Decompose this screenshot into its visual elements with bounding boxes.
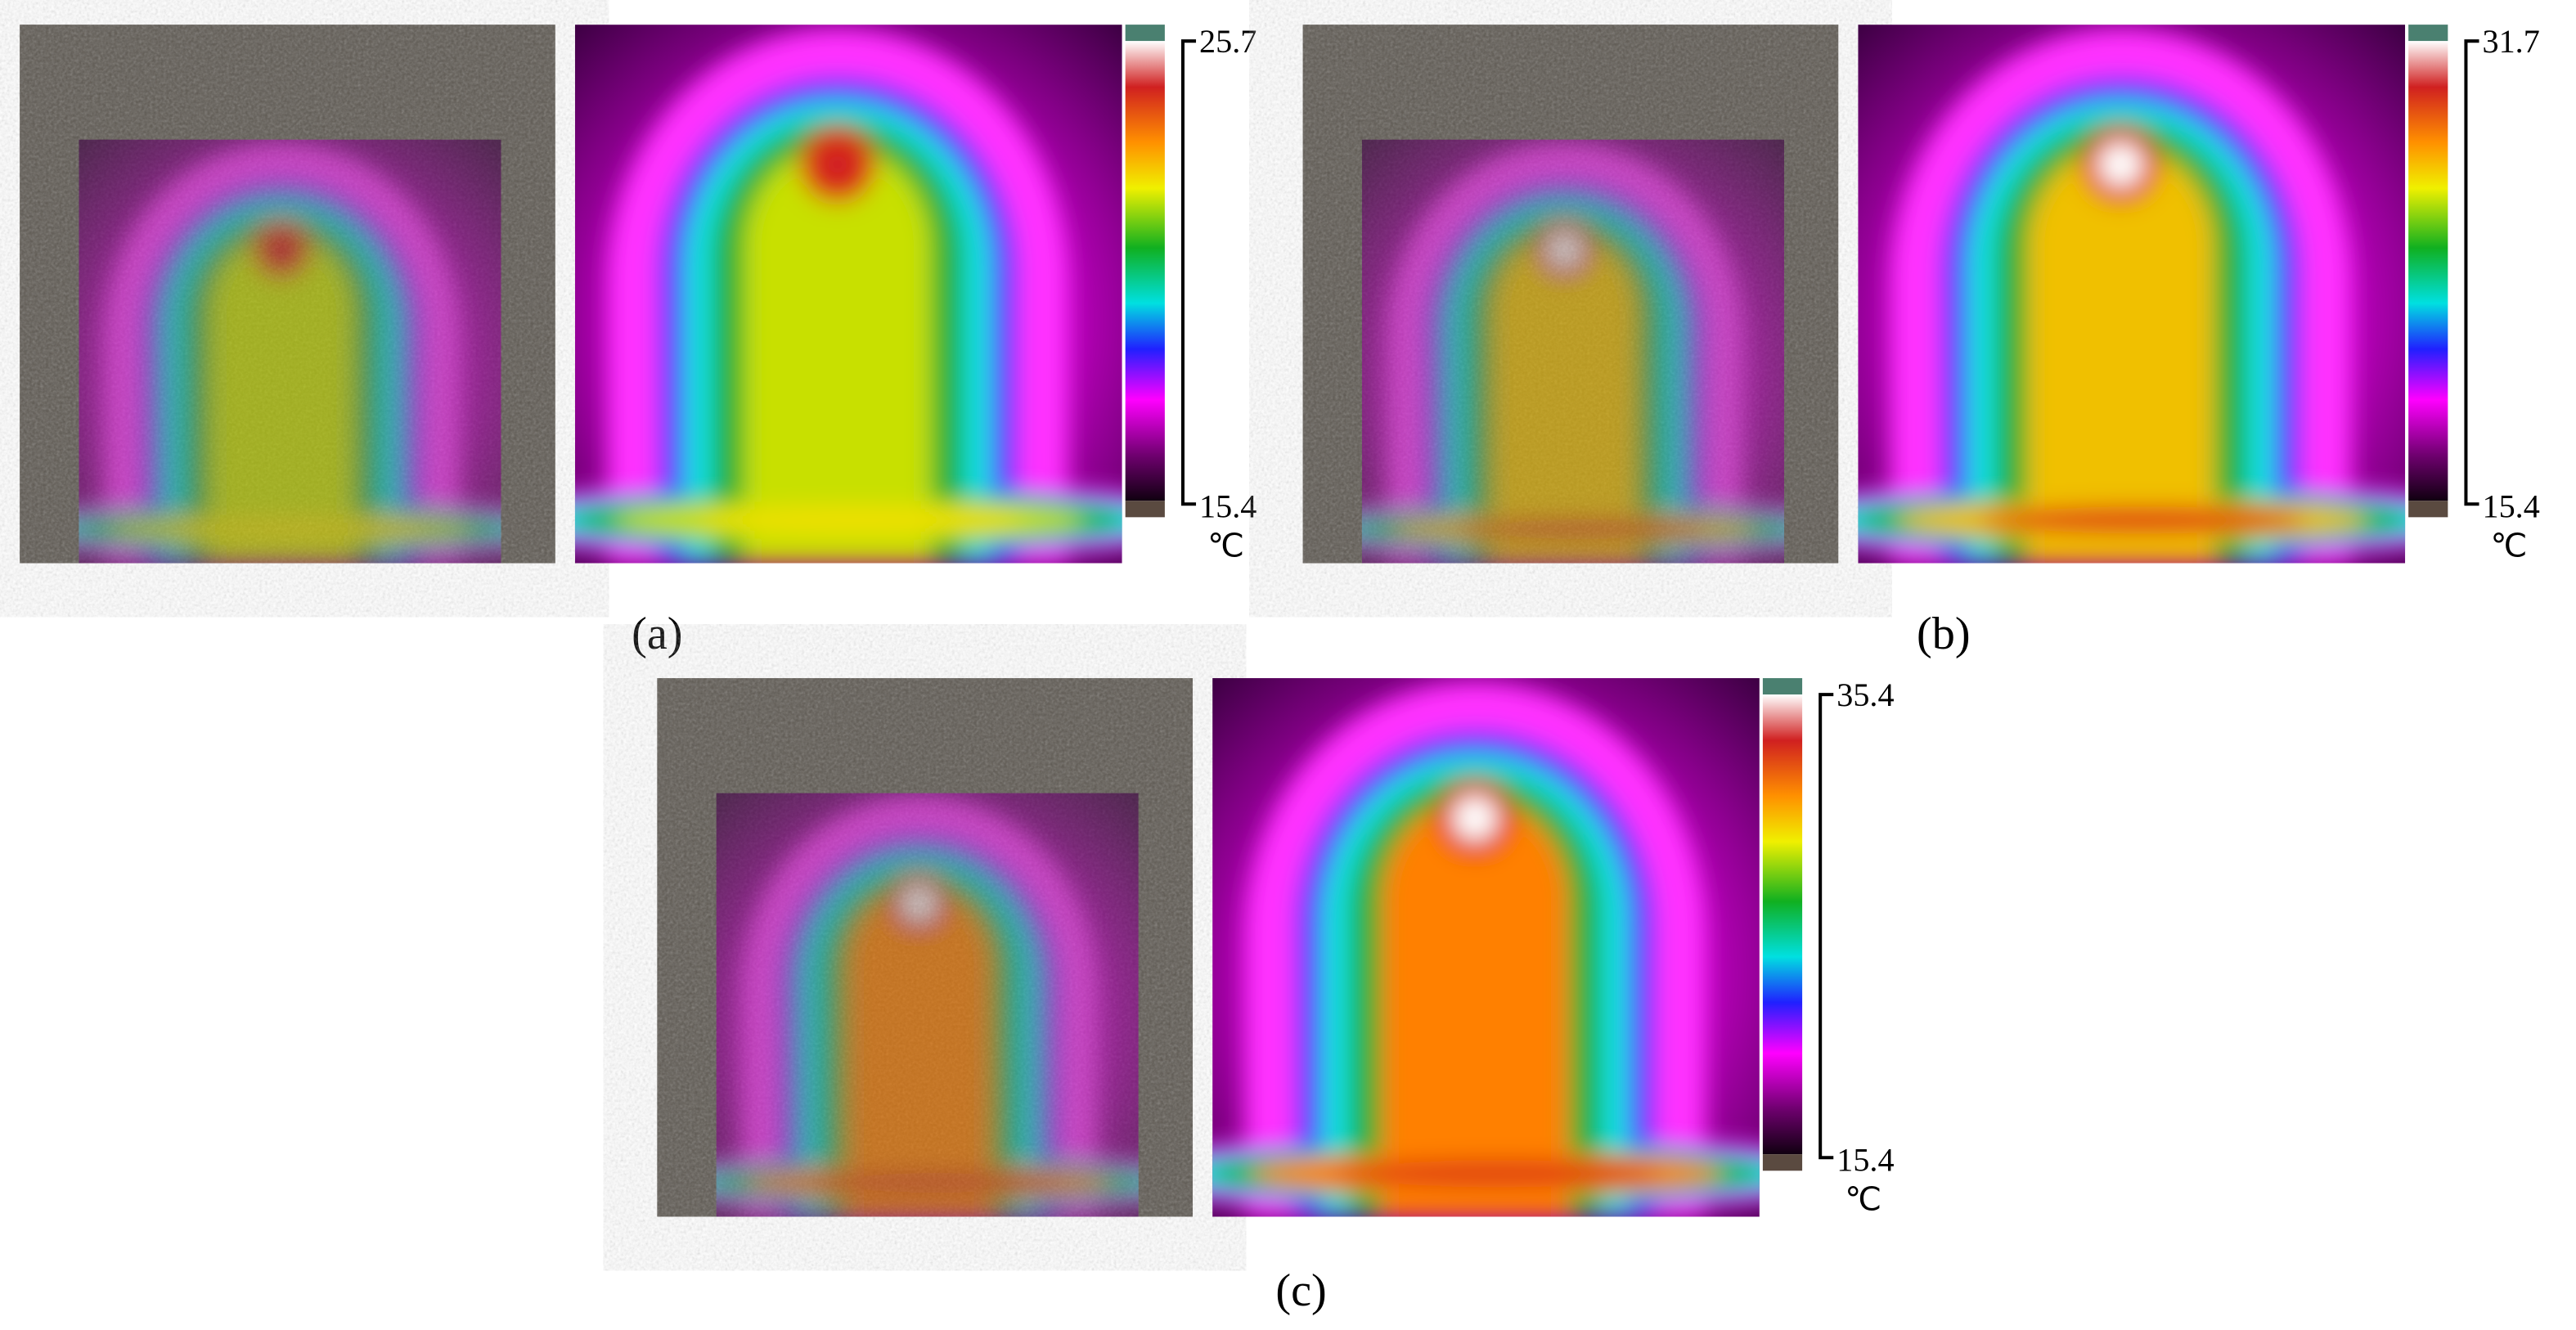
panel: 31.7 15.4 ℃ (b) [1302, 23, 2540, 659]
scale-max: 25.7 [1199, 23, 1257, 60]
panel-label: (b) [1917, 609, 1971, 659]
colorbar [1125, 41, 1165, 501]
isotherm [1382, 798, 1568, 1217]
hot-spot [1453, 796, 1497, 840]
colorbar-base [1762, 1154, 1803, 1171]
thermal-layers [1858, 29, 2406, 564]
thermal-image [1361, 139, 1785, 564]
panel: 35.4 15.4℃ (c) [657, 676, 1895, 1316]
thermal-image [716, 793, 1139, 1217]
hot-spot [264, 232, 299, 267]
thermal-image [1212, 678, 1760, 1217]
thermal-layers [1212, 681, 1760, 1217]
colorbar [1762, 694, 1803, 1155]
thermal-image [574, 25, 1122, 564]
colorbar-base [1125, 501, 1165, 518]
isotherm [2027, 144, 2214, 564]
hot-spot [1547, 232, 1582, 267]
scale-max: 35.4 [1836, 676, 1894, 713]
scale-min: 15.4 [2483, 488, 2540, 524]
panel-label: (c) [1275, 1265, 1326, 1316]
isotherm [209, 234, 353, 564]
thermal-layers [1361, 142, 1785, 564]
scale-min: 15.4 [1836, 1141, 1894, 1178]
base-hot [171, 519, 425, 541]
isotherm [847, 887, 991, 1217]
thermal-layers [716, 796, 1139, 1217]
base-hot [809, 1172, 1063, 1194]
scale-bracket [1818, 693, 1834, 1160]
thermal-image [1858, 25, 2406, 564]
colorbar-cap [2408, 25, 2448, 42]
colorbar [2408, 41, 2448, 501]
scale-unit: ℃ [1207, 528, 1244, 564]
scale-bracket [1180, 39, 1197, 506]
panel: 25.7 15.4 ℃ (a) [20, 23, 1257, 659]
thermal-layers [574, 29, 1122, 564]
scale-max: 31.7 [2483, 23, 2540, 60]
base-hot [1978, 506, 2307, 534]
base-hot [1454, 519, 1709, 541]
thermal-image [79, 139, 501, 564]
thermal-layers [79, 142, 501, 564]
isotherm [1492, 234, 1637, 564]
hot-spot [901, 886, 937, 920]
colorbar-base [2408, 501, 2448, 518]
base-hot [695, 506, 1024, 534]
scale-min: 15.4 [1199, 488, 1257, 524]
hot-spot [2098, 142, 2143, 187]
hot-spot [816, 142, 860, 187]
scale-bracket [2464, 39, 2479, 506]
scale-unit: ℃ [2491, 528, 2528, 564]
base-hot [1333, 1160, 1661, 1188]
colorbar-cap [1762, 678, 1803, 695]
scale-unit: ℃ [1845, 1180, 1881, 1217]
isotherm [744, 144, 931, 564]
colorbar-cap [1125, 25, 1165, 42]
panel-label: (a) [632, 609, 682, 659]
